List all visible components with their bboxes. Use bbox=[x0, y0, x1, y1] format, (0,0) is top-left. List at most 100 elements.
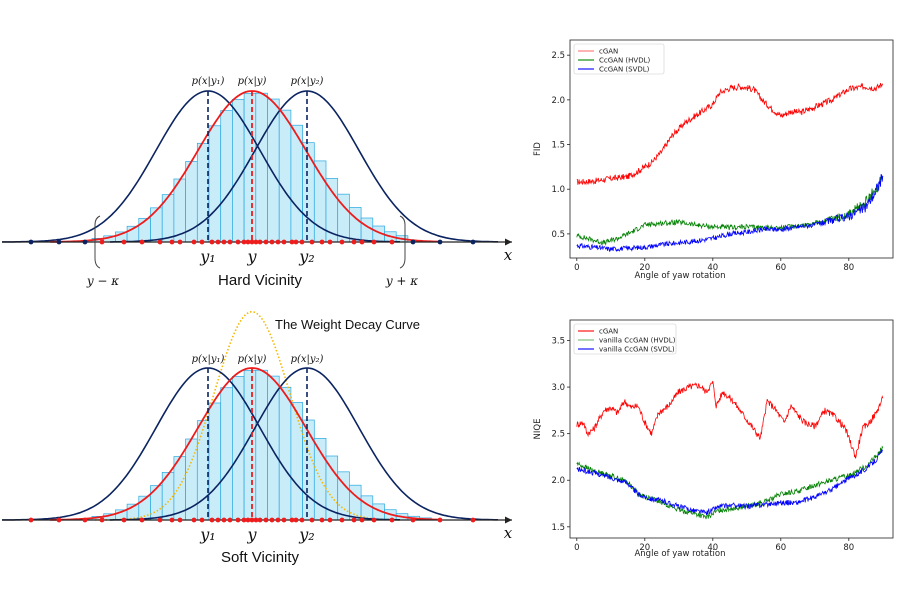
plot-frame bbox=[569, 39, 894, 259]
label-x: x bbox=[504, 524, 513, 542]
x-axis-label: Angle of yaw rotation bbox=[634, 549, 725, 559]
x-tick-label: 80 bbox=[843, 263, 854, 273]
label-y1: y₁ bbox=[199, 525, 215, 544]
sample-point bbox=[227, 239, 233, 245]
histogram-bar bbox=[360, 217, 374, 243]
histogram-bar bbox=[255, 92, 268, 243]
sample-point bbox=[281, 239, 287, 245]
hard-vicinity-title: Hard Vicinity bbox=[218, 272, 302, 289]
x-tick-label: 20 bbox=[639, 543, 650, 553]
sample-point bbox=[389, 239, 395, 245]
axis-ticks: 0 20 40 60 80 0.5 1.0 1.5 2.0 2.5 bbox=[551, 51, 854, 273]
sample-point bbox=[371, 517, 377, 523]
x-tick-label: 0 bbox=[574, 263, 579, 273]
histogram-bars bbox=[91, 92, 409, 243]
sample-point bbox=[245, 239, 251, 245]
histogram-bar bbox=[349, 484, 362, 521]
sample-point bbox=[327, 517, 333, 523]
sample-point bbox=[191, 517, 197, 523]
sample-point bbox=[215, 517, 221, 523]
left-bracket bbox=[94, 215, 101, 269]
sample-point bbox=[215, 239, 221, 245]
x-tick-label: 60 bbox=[775, 263, 786, 273]
sample-point bbox=[293, 517, 299, 523]
sample-point bbox=[253, 239, 259, 245]
soft-vicinity-diagram: p(x|y₁) p(x|y) p(x|y₂) The Weight Decay … bbox=[2, 311, 513, 566]
sample-point bbox=[319, 517, 325, 523]
x-tick-label: 0 bbox=[574, 543, 579, 553]
label-y2: y₂ bbox=[298, 247, 314, 266]
sample-point bbox=[437, 239, 443, 245]
sample-point bbox=[199, 517, 205, 523]
sample-point bbox=[99, 517, 105, 523]
y-tick-label: 2.0 bbox=[551, 476, 565, 486]
series-line-ccgan-hvdl bbox=[576, 175, 884, 246]
sample-point bbox=[177, 517, 183, 523]
sample-point bbox=[56, 517, 62, 523]
sample-point bbox=[359, 517, 365, 523]
label-p-x-y: p(x|y) bbox=[238, 76, 267, 87]
sample-point bbox=[263, 239, 269, 245]
sample-point bbox=[56, 239, 62, 245]
sample-point bbox=[28, 517, 34, 523]
label-p-x-y1: p(x|y₁) bbox=[192, 76, 225, 87]
hard-vicinity-diagram: p(x|y₁) p(x|y) p(x|y₂) y₁ y y₂ x y − κ y… bbox=[2, 76, 513, 289]
axis-ticks: 0 20 40 60 80 1.5 2.0 2.5 3.0 3.5 bbox=[551, 336, 854, 553]
sample-point bbox=[389, 517, 395, 523]
legend-label: vanilla CcGAN (SVDL) bbox=[599, 346, 675, 354]
sample-point bbox=[257, 239, 263, 245]
weight-decay-curve-label: The Weight Decay Curve bbox=[275, 317, 420, 332]
sample-point bbox=[299, 239, 305, 245]
density-curve-y bbox=[49, 90, 443, 243]
x-tick-label: 80 bbox=[843, 543, 854, 553]
label-y: y bbox=[246, 525, 257, 544]
density-curve-y1 bbox=[2, 90, 400, 243]
y-tick-label: 2.5 bbox=[551, 430, 565, 440]
sample-point bbox=[82, 239, 88, 245]
weight-decay-curve bbox=[94, 311, 399, 521]
y-axis-label: NIQE bbox=[533, 419, 543, 440]
sample-point bbox=[275, 517, 281, 523]
sample-point bbox=[249, 517, 255, 523]
density-curve-y1 bbox=[2, 367, 400, 521]
x-tick-label: 60 bbox=[775, 543, 786, 553]
sample-point bbox=[235, 239, 241, 245]
legend-label: CcGAN (SVDL) bbox=[599, 66, 650, 74]
sample-point bbox=[289, 239, 295, 245]
sample-point bbox=[351, 517, 357, 523]
histogram-bar bbox=[150, 485, 163, 521]
series-lines bbox=[576, 380, 884, 520]
sample-point bbox=[241, 517, 247, 523]
right-bracket bbox=[399, 215, 406, 269]
y-tick-label: 1.5 bbox=[551, 141, 565, 151]
y-tick-label: 2.5 bbox=[551, 51, 565, 61]
histogram-bar bbox=[208, 125, 222, 243]
sample-point bbox=[235, 517, 241, 523]
series-lines bbox=[576, 82, 884, 253]
sample-point bbox=[281, 517, 287, 523]
series-line-vanilla-ccgan-hvdl bbox=[576, 445, 884, 520]
density-curve-y2 bbox=[110, 367, 498, 521]
y-tick-label: 1.5 bbox=[551, 523, 565, 533]
histogram-bar bbox=[255, 369, 268, 521]
legend-box bbox=[573, 323, 677, 355]
sample-point bbox=[275, 239, 281, 245]
sample-point bbox=[241, 239, 247, 245]
histogram-bar bbox=[278, 386, 292, 521]
sample-point bbox=[121, 517, 127, 523]
label-y: y bbox=[246, 247, 257, 266]
sample-point bbox=[249, 239, 255, 245]
sample-point bbox=[470, 239, 476, 245]
density-curve-y2 bbox=[110, 90, 498, 243]
sample-point bbox=[191, 239, 197, 245]
sample-point bbox=[339, 239, 345, 245]
label-p-x-y2: p(x|y₂) bbox=[291, 354, 324, 365]
legend-box bbox=[573, 43, 665, 75]
sample-point bbox=[309, 239, 315, 245]
sample-point bbox=[371, 239, 377, 245]
